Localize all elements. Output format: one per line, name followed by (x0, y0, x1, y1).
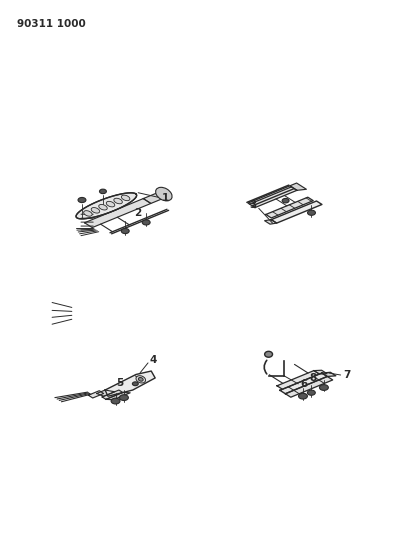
Text: 5: 5 (116, 378, 123, 389)
Ellipse shape (142, 220, 150, 225)
Ellipse shape (119, 395, 128, 400)
Ellipse shape (132, 382, 138, 386)
Ellipse shape (264, 351, 272, 357)
Polygon shape (84, 199, 151, 228)
Ellipse shape (113, 198, 122, 204)
Polygon shape (76, 193, 136, 219)
Polygon shape (276, 370, 319, 389)
Polygon shape (313, 370, 326, 374)
Ellipse shape (281, 198, 288, 203)
Ellipse shape (155, 187, 172, 201)
Ellipse shape (83, 211, 92, 216)
Ellipse shape (136, 376, 145, 383)
Polygon shape (106, 392, 130, 400)
Polygon shape (321, 373, 335, 376)
Polygon shape (279, 373, 326, 394)
Ellipse shape (298, 393, 307, 399)
Ellipse shape (307, 390, 315, 395)
Ellipse shape (121, 229, 129, 233)
Ellipse shape (111, 398, 120, 404)
Polygon shape (265, 197, 312, 218)
Polygon shape (88, 391, 103, 398)
Ellipse shape (121, 195, 130, 200)
Ellipse shape (138, 377, 143, 381)
Text: 8: 8 (309, 374, 316, 383)
Ellipse shape (91, 207, 100, 213)
Text: 2: 2 (134, 208, 141, 219)
Polygon shape (102, 390, 122, 399)
Ellipse shape (78, 197, 86, 203)
Text: 4: 4 (149, 355, 156, 365)
Text: 90311 1000: 90311 1000 (17, 19, 85, 29)
Ellipse shape (307, 210, 315, 215)
Ellipse shape (319, 385, 328, 390)
Polygon shape (264, 220, 276, 224)
Ellipse shape (98, 205, 107, 210)
Text: 6: 6 (300, 379, 307, 389)
Text: 1: 1 (162, 192, 169, 203)
Polygon shape (289, 183, 306, 190)
Text: 3: 3 (249, 200, 256, 211)
Polygon shape (143, 192, 167, 204)
Polygon shape (247, 186, 296, 207)
Polygon shape (105, 371, 155, 396)
Polygon shape (285, 376, 332, 397)
Text: 7: 7 (342, 370, 350, 380)
Ellipse shape (99, 189, 106, 193)
Ellipse shape (106, 201, 115, 207)
Polygon shape (96, 390, 115, 396)
Polygon shape (271, 201, 321, 223)
